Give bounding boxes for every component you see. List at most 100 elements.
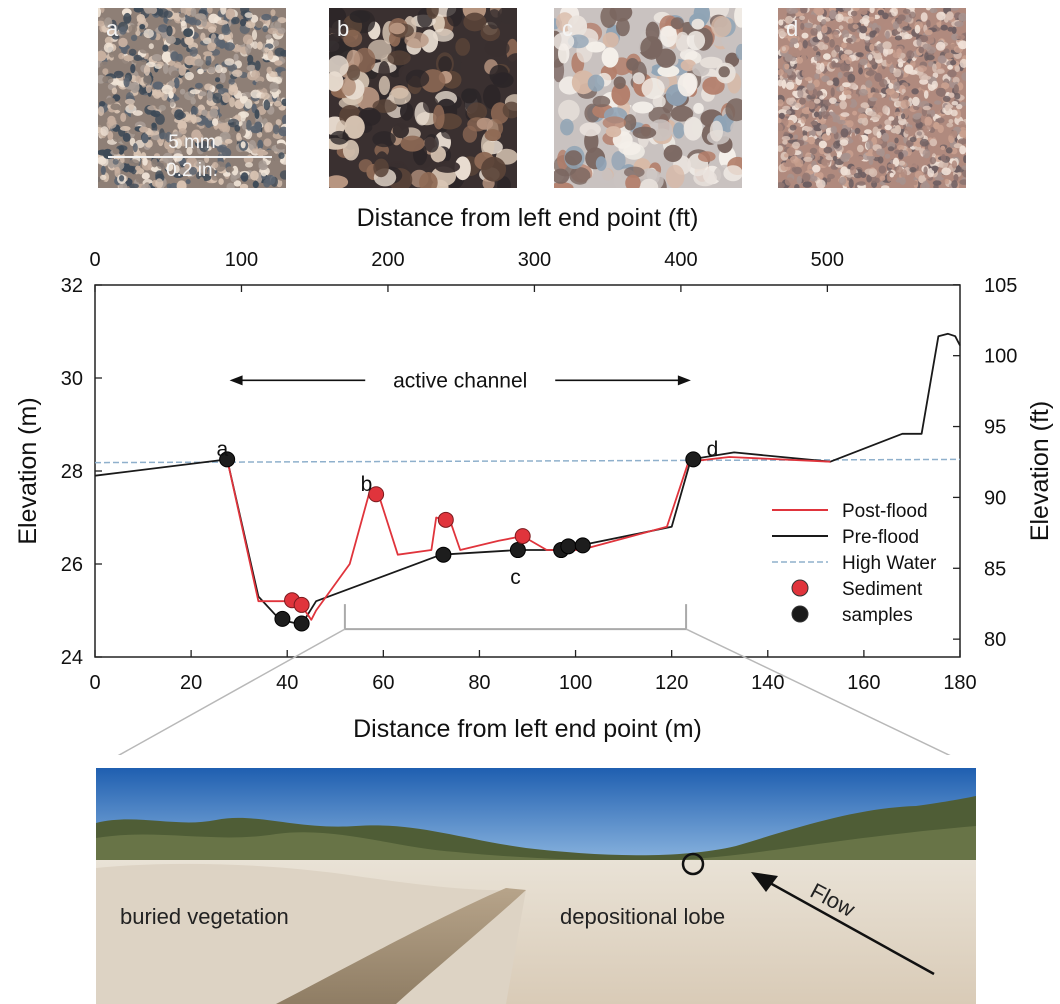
grain — [569, 167, 591, 185]
grain — [592, 95, 611, 108]
grain — [816, 179, 826, 188]
grain — [255, 80, 265, 90]
grain — [823, 53, 831, 60]
grain — [139, 24, 146, 30]
grain — [778, 123, 783, 133]
grain — [944, 104, 954, 109]
x-tick-label: 160 — [847, 672, 880, 694]
grain — [372, 131, 396, 148]
buried-vegetation-label: buried vegetation — [120, 904, 289, 929]
grain — [263, 138, 272, 147]
grain — [586, 41, 606, 53]
y-tick-label: 32 — [61, 275, 83, 297]
grain — [864, 129, 872, 135]
x-tick-label: 120 — [655, 672, 688, 694]
grain — [908, 11, 916, 19]
grain — [868, 158, 874, 165]
grain — [794, 184, 800, 188]
grain — [809, 147, 818, 155]
grain — [239, 183, 249, 188]
grain — [877, 140, 883, 145]
grain — [947, 64, 953, 70]
y2-tick-label: 95 — [984, 417, 1006, 439]
x-tick-label: 40 — [276, 672, 298, 694]
grain — [813, 8, 819, 14]
grain — [873, 156, 881, 162]
grain — [215, 40, 224, 48]
grain — [222, 92, 231, 104]
grain — [215, 83, 224, 90]
y-tick-label: 24 — [61, 647, 83, 669]
zoom-guide-right — [685, 628, 951, 755]
grain — [277, 17, 286, 24]
grain — [944, 178, 950, 185]
grain — [245, 43, 252, 54]
grain — [829, 9, 837, 20]
grain — [851, 132, 856, 140]
grain — [278, 152, 285, 160]
grain — [358, 159, 373, 173]
grain — [859, 25, 868, 34]
grain — [898, 183, 908, 188]
field-photo-scene — [96, 768, 976, 1004]
grain — [108, 28, 116, 36]
grain — [248, 139, 257, 151]
grain — [889, 172, 894, 178]
grain — [793, 134, 798, 140]
grain — [894, 111, 902, 117]
grain — [219, 115, 230, 123]
grain — [907, 42, 913, 50]
grain — [698, 151, 716, 163]
grain — [801, 68, 810, 78]
grain — [353, 47, 376, 73]
grain — [778, 182, 785, 188]
grain — [119, 175, 125, 182]
grain — [267, 27, 278, 35]
grain — [958, 138, 966, 145]
grain — [675, 31, 690, 52]
grain — [244, 98, 253, 109]
grain — [256, 131, 263, 138]
grain — [241, 95, 249, 102]
grain — [372, 99, 397, 113]
flow-arrow-head — [751, 872, 778, 892]
grain — [865, 80, 873, 88]
grain — [778, 117, 782, 124]
grain — [840, 166, 849, 176]
grain — [846, 37, 853, 43]
grain — [818, 140, 827, 149]
grain — [953, 174, 959, 182]
grain — [233, 180, 242, 187]
x2-tick-label: 200 — [371, 249, 404, 271]
grain — [657, 65, 680, 77]
grain — [862, 15, 871, 25]
grain — [98, 50, 107, 62]
grain — [242, 34, 253, 45]
grain — [857, 107, 866, 113]
grain — [226, 182, 235, 188]
grain — [887, 73, 896, 81]
grain — [778, 19, 784, 26]
grain — [917, 65, 927, 72]
grain — [185, 179, 191, 185]
grain — [349, 10, 371, 23]
sample-photo-c: c — [554, 8, 742, 188]
grain — [128, 24, 138, 34]
grain — [245, 162, 253, 168]
grain — [263, 99, 271, 111]
active-channel-arrowhead-right — [677, 375, 691, 386]
grain — [882, 105, 889, 115]
grain — [879, 175, 886, 181]
grain — [805, 59, 812, 65]
grain — [784, 24, 794, 30]
grain — [98, 149, 109, 156]
grain — [616, 17, 630, 37]
grain — [867, 92, 873, 99]
grain — [639, 178, 659, 188]
grain — [133, 54, 142, 62]
grain — [874, 72, 883, 82]
grain — [959, 145, 966, 155]
grain — [830, 87, 835, 97]
grain — [936, 117, 945, 124]
grain — [891, 8, 898, 17]
